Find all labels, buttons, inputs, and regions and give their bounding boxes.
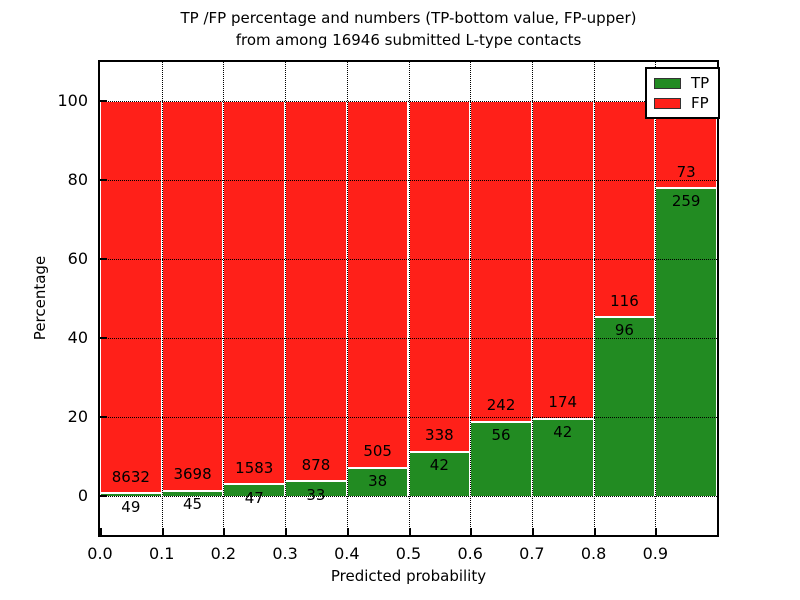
y-tick-label: 80 <box>67 170 88 190</box>
x-gridline <box>655 62 657 535</box>
bar-fp <box>100 101 162 494</box>
y-tick-mark <box>100 179 107 182</box>
x-tick-label: 0.5 <box>395 544 422 563</box>
tp-count-label: 259 <box>671 192 701 211</box>
y-tick-label: 60 <box>67 249 88 269</box>
x-tick-mark <box>470 528 473 535</box>
x-gridline <box>408 62 410 535</box>
x-tick-label: 0.6 <box>457 544 483 563</box>
bar-tp <box>593 317 656 496</box>
x-tick-mark <box>285 528 288 535</box>
y-tick-label: 100 <box>57 91 88 111</box>
bar-fp <box>531 101 594 419</box>
bar-fp <box>346 101 409 468</box>
bar-fp <box>223 101 286 485</box>
fp-count-label: 505 <box>363 442 392 461</box>
legend-label-fp: FP <box>691 94 709 112</box>
fp-count-label: 242 <box>486 395 516 414</box>
bar-tp <box>655 188 717 496</box>
bar-tp <box>470 421 532 496</box>
bar-fp <box>161 101 224 491</box>
y-tick-mark <box>100 415 107 418</box>
bar-tp <box>100 493 162 496</box>
x-gridline <box>470 62 472 535</box>
x-gridline <box>531 62 533 535</box>
legend: TP FP <box>645 67 721 119</box>
y-tick-label: 20 <box>67 406 88 426</box>
tp-count-label: 56 <box>491 425 511 444</box>
fp-count-label: 1583 <box>235 458 274 477</box>
x-tick-mark <box>346 528 349 535</box>
x-gridline <box>161 62 163 535</box>
tp-count-label: 96 <box>614 321 634 340</box>
plot-area: 8632 49 3698 45 1583 47 878 33 505 38 338 42 242 56 17… <box>98 60 719 537</box>
tp-count-label: 49 <box>121 497 141 516</box>
fp-count-label: 116 <box>610 291 639 310</box>
tp-count-label: 47 <box>244 488 264 507</box>
x-tick-label: 0.1 <box>148 544 175 563</box>
tp-count-label: 45 <box>183 495 203 514</box>
x-tick-label: 0.0 <box>87 544 113 563</box>
bar-fp <box>470 101 532 422</box>
y-tick-mark <box>100 100 107 103</box>
fp-count-label: 73 <box>676 162 696 181</box>
fp-count-label: 8632 <box>111 467 150 486</box>
y-tick-label: 40 <box>67 327 88 347</box>
x-tick-label: 0.9 <box>642 544 669 563</box>
x-tick-label: 0.3 <box>272 544 298 563</box>
tp-count-label: 42 <box>429 456 449 475</box>
x-gridline <box>223 62 225 535</box>
bar-fp <box>408 101 471 452</box>
fp-count-label: 878 <box>301 455 331 474</box>
legend-swatch-tp-icon <box>654 77 681 89</box>
chart-title-line2: from among 16946 submitted L-type contac… <box>235 31 582 49</box>
fp-count-label: 174 <box>548 393 578 412</box>
bar-fp <box>285 101 347 482</box>
tp-count-label: 33 <box>306 485 326 504</box>
x-tick-mark <box>655 528 658 535</box>
x-gridline <box>593 62 595 535</box>
x-tick-label: 0.8 <box>580 544 607 563</box>
chart-title: TP /FP percentage and numbers (TP-bottom… <box>98 7 719 51</box>
x-tick-mark <box>408 528 411 535</box>
legend-swatch-fp-icon <box>654 97 681 109</box>
x-tick-mark <box>593 528 596 535</box>
fp-count-label: 338 <box>425 426 454 445</box>
x-tick-mark <box>100 528 102 535</box>
legend-item-tp: TP <box>654 73 709 93</box>
y-tick-mark <box>100 494 107 497</box>
chart-title-line1: TP /FP percentage and numbers (TP-bottom… <box>180 9 637 27</box>
x-tick-mark <box>223 528 226 535</box>
x-gridline <box>285 62 287 535</box>
x-gridline <box>346 62 348 535</box>
legend-item-fp: FP <box>654 93 709 113</box>
x-tick-label: 0.7 <box>519 544 545 563</box>
legend-label-tp: TP <box>691 74 710 92</box>
y-axis-label: Percentage <box>31 255 49 341</box>
y-tick-label: 0 <box>77 485 88 505</box>
x-tick-label: 0.2 <box>210 544 237 563</box>
tp-count-label: 38 <box>368 472 388 491</box>
fp-count-label: 3698 <box>173 465 212 484</box>
y-tick-mark <box>100 258 107 261</box>
x-tick-mark <box>531 528 534 535</box>
x-tick-mark <box>161 528 164 535</box>
tp-count-label: 42 <box>553 423 573 442</box>
y-tick-mark <box>100 336 107 339</box>
bar-fp <box>593 101 656 318</box>
x-axis-label: Predicted probability <box>330 567 487 585</box>
x-tick-label: 0.4 <box>334 544 360 563</box>
